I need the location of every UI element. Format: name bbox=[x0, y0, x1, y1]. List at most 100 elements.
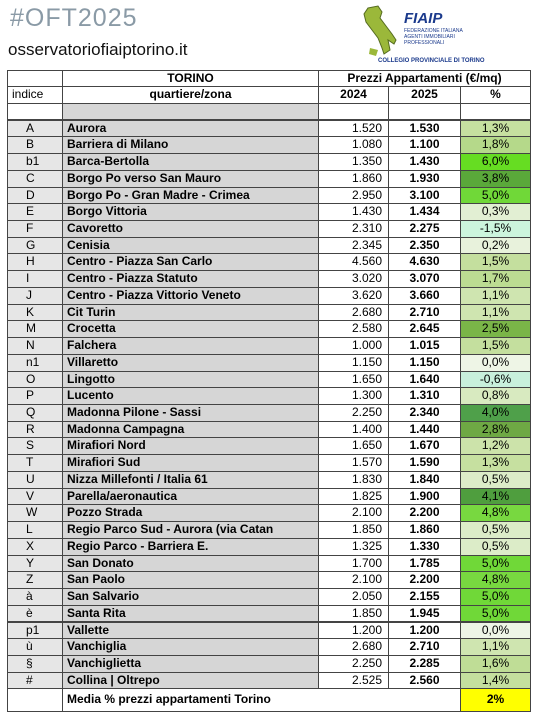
footer-value: 2% bbox=[460, 688, 531, 712]
zona: Borgo Vittoria bbox=[62, 203, 319, 221]
indice: X bbox=[7, 537, 63, 556]
price-2024: 1.860 bbox=[318, 169, 389, 188]
price-2025: 1.670 bbox=[388, 437, 461, 456]
zona: Mirafiori Nord bbox=[62, 437, 319, 456]
zona: Borgo Po - Gran Madre - Crimea bbox=[62, 186, 319, 205]
price-2025: 2.200 bbox=[388, 571, 461, 590]
price-2024: 1.570 bbox=[318, 454, 389, 472]
price-2025: 1.440 bbox=[388, 420, 461, 439]
indice: A bbox=[7, 119, 63, 138]
zona: Cavoretto bbox=[62, 219, 319, 238]
price-2025: 2.710 bbox=[388, 638, 461, 656]
spacer-cell bbox=[62, 103, 319, 120]
change-pct: 4,8% bbox=[460, 504, 531, 523]
indice: F bbox=[7, 219, 63, 238]
price-2025: 3.100 bbox=[388, 186, 461, 205]
price-2024: 1.650 bbox=[318, 437, 389, 456]
indice: Q bbox=[7, 404, 63, 422]
price-2025: 1.945 bbox=[388, 604, 461, 623]
indice: O bbox=[7, 370, 63, 389]
change-pct: 0,5% bbox=[460, 521, 531, 539]
column-header: quartiere/zona bbox=[62, 86, 319, 104]
change-pct: 1,4% bbox=[460, 671, 531, 690]
price-2024: 1.520 bbox=[318, 119, 389, 138]
zona: San Paolo bbox=[62, 571, 319, 590]
hashtag: #OFT2025 bbox=[10, 4, 138, 32]
indice: J bbox=[7, 286, 63, 305]
change-pct: -1,5% bbox=[460, 219, 531, 238]
change-pct: 1,6% bbox=[460, 654, 531, 673]
indice: N bbox=[7, 337, 63, 355]
indice: S bbox=[7, 437, 63, 456]
price-2025: 2.710 bbox=[388, 303, 461, 322]
zona: Lucento bbox=[62, 387, 319, 405]
zona: Centro - Piazza Vittorio Veneto bbox=[62, 286, 319, 305]
price-2025: 3.070 bbox=[388, 270, 461, 288]
indice: I bbox=[7, 270, 63, 288]
price-2024: 2.580 bbox=[318, 320, 389, 339]
price-2025: 4.630 bbox=[388, 253, 461, 272]
change-pct: 5,0% bbox=[460, 588, 531, 606]
change-pct: 0,0% bbox=[460, 353, 531, 372]
change-pct: 1,7% bbox=[460, 270, 531, 288]
price-2025: 1.930 bbox=[388, 169, 461, 188]
change-pct: 0,8% bbox=[460, 387, 531, 405]
price-2025: 3.660 bbox=[388, 286, 461, 305]
price-2025: 2.350 bbox=[388, 236, 461, 255]
price-2024: 1.430 bbox=[318, 203, 389, 221]
price-2024: 1.825 bbox=[318, 487, 389, 506]
zona: Parella/aeronautica bbox=[62, 487, 319, 506]
zona: Cit Turin bbox=[62, 303, 319, 322]
indice: R bbox=[7, 420, 63, 439]
indice: § bbox=[7, 654, 63, 673]
price-2025: 1.434 bbox=[388, 203, 461, 221]
indice: è bbox=[7, 604, 63, 623]
change-pct: 0,2% bbox=[460, 236, 531, 255]
price-2024: 1.700 bbox=[318, 554, 389, 573]
indice: à bbox=[7, 588, 63, 606]
price-2025: 1.015 bbox=[388, 337, 461, 355]
zona: Mirafiori Sud bbox=[62, 454, 319, 472]
change-pct: 1,5% bbox=[460, 253, 531, 272]
spacer-cell bbox=[388, 103, 461, 120]
price-2024: 1.200 bbox=[318, 621, 389, 640]
price-2024: 1.150 bbox=[318, 353, 389, 372]
price-2024: 1.350 bbox=[318, 153, 389, 171]
indice: W bbox=[7, 504, 63, 523]
price-2025: 1.100 bbox=[388, 136, 461, 155]
change-pct: 1,3% bbox=[460, 454, 531, 472]
price-2024: 1.000 bbox=[318, 337, 389, 355]
change-pct: -0,6% bbox=[460, 370, 531, 389]
column-header: indice bbox=[7, 86, 63, 104]
price-2025: 1.200 bbox=[388, 621, 461, 640]
column-header: 2025 bbox=[388, 86, 461, 104]
zona: Collina | Oltrepo bbox=[62, 671, 319, 690]
zona: Centro - Piazza Statuto bbox=[62, 270, 319, 288]
footer-label: Media % prezzi appartamenti Torino bbox=[62, 688, 461, 712]
footer-spacer bbox=[7, 688, 63, 712]
change-pct: 1,1% bbox=[460, 303, 531, 322]
zona: Regio Parco Sud - Aurora (via Catan bbox=[62, 521, 319, 539]
indice: M bbox=[7, 320, 63, 339]
zona: Barca-Bertolla bbox=[62, 153, 319, 171]
zona: Santa Rita bbox=[62, 604, 319, 623]
zona: Vallette bbox=[62, 621, 319, 640]
change-pct: 0,0% bbox=[460, 621, 531, 640]
indice: H bbox=[7, 253, 63, 272]
zona: Madonna Campagna bbox=[62, 420, 319, 439]
spacer-cell bbox=[7, 103, 63, 120]
indice: E bbox=[7, 203, 63, 221]
zona: Barriera di Milano bbox=[62, 136, 319, 155]
price-2024: 1.830 bbox=[318, 470, 389, 489]
price-2024: 1.300 bbox=[318, 387, 389, 405]
price-2025: 2.275 bbox=[388, 219, 461, 238]
change-pct: 1,5% bbox=[460, 337, 531, 355]
price-2024: 3.020 bbox=[318, 270, 389, 288]
price-2025: 2.645 bbox=[388, 320, 461, 339]
price-2024: 2.680 bbox=[318, 638, 389, 656]
price-2024: 1.850 bbox=[318, 604, 389, 623]
zona: Vanchiglia bbox=[62, 638, 319, 656]
price-2024: 2.950 bbox=[318, 186, 389, 205]
column-header: 2024 bbox=[318, 86, 389, 104]
